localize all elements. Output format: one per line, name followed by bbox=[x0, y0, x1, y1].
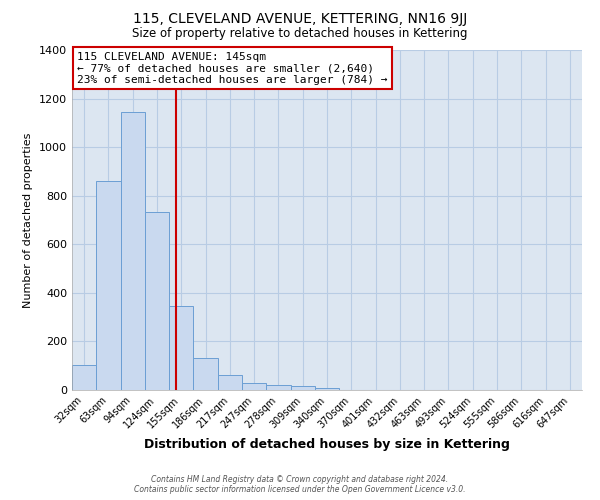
Bar bbox=[242, 382, 266, 390]
Bar bbox=[169, 306, 193, 390]
Bar bbox=[96, 181, 121, 390]
Text: 115, CLEVELAND AVENUE, KETTERING, NN16 9JJ: 115, CLEVELAND AVENUE, KETTERING, NN16 9… bbox=[133, 12, 467, 26]
Text: Size of property relative to detached houses in Kettering: Size of property relative to detached ho… bbox=[132, 28, 468, 40]
Bar bbox=[193, 358, 218, 390]
Bar bbox=[145, 212, 169, 390]
Y-axis label: Number of detached properties: Number of detached properties bbox=[23, 132, 34, 308]
Text: 115 CLEVELAND AVENUE: 145sqm
← 77% of detached houses are smaller (2,640)
23% of: 115 CLEVELAND AVENUE: 145sqm ← 77% of de… bbox=[77, 52, 388, 85]
Bar bbox=[121, 112, 145, 390]
Bar bbox=[266, 385, 290, 390]
Bar bbox=[72, 364, 96, 390]
Bar bbox=[315, 388, 339, 390]
Text: Contains HM Land Registry data © Crown copyright and database right 2024.
Contai: Contains HM Land Registry data © Crown c… bbox=[134, 474, 466, 494]
Bar bbox=[218, 376, 242, 390]
Bar bbox=[290, 386, 315, 390]
X-axis label: Distribution of detached houses by size in Kettering: Distribution of detached houses by size … bbox=[144, 438, 510, 451]
